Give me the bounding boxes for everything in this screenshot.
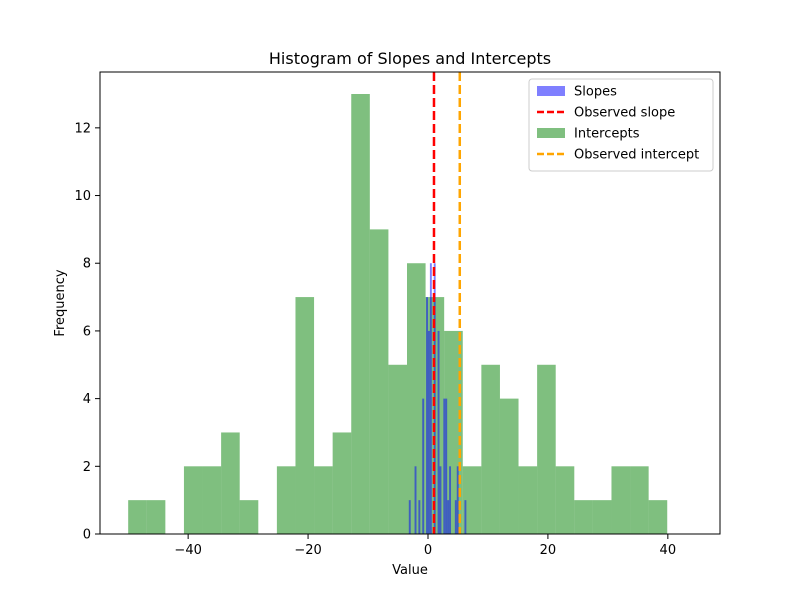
intercept-bar: [239, 500, 259, 534]
slope-bar: [443, 398, 446, 534]
slope-bar: [422, 398, 425, 534]
y-tick-label: 10: [74, 189, 91, 204]
slope-bar: [414, 466, 417, 534]
y-tick-label: 4: [83, 392, 91, 407]
intercept-bar: [295, 297, 315, 534]
x-axis-ticks: −40 −20 0 20 40: [174, 534, 676, 558]
y-tick-label: 2: [83, 460, 91, 475]
x-tick-label: 40: [660, 543, 677, 558]
intercept-bar: [202, 466, 222, 534]
legend-label-observed-slope: Observed slope: [574, 106, 675, 121]
slope-bar: [418, 500, 421, 534]
y-tick-label: 12: [74, 121, 91, 136]
intercept-bar: [146, 500, 166, 534]
intercept-bar: [518, 466, 538, 534]
x-tick-label: −40: [174, 543, 201, 558]
y-tick-label: 6: [83, 324, 91, 339]
intercept-bar: [499, 398, 519, 534]
slope-bar: [427, 330, 430, 534]
slope-bar: [437, 330, 440, 534]
legend: Slopes Observed slope Intercepts Observed i…: [528, 78, 714, 172]
slope-bar: [456, 466, 459, 534]
intercept-bar: [611, 466, 631, 534]
y-axis-ticks: 0 2 4 6 8 10 12: [74, 121, 100, 543]
legend-box: [528, 78, 714, 172]
intercept-bar: [592, 500, 612, 534]
plot-frame: [99, 71, 721, 535]
intercept-bar: [388, 364, 408, 534]
slope-bar: [464, 500, 467, 534]
x-axis-label: Value: [392, 563, 428, 578]
slope-bar: [447, 500, 450, 534]
intercept-bar: [537, 364, 556, 534]
legend-label-intercepts: Intercepts: [574, 127, 640, 142]
intercept-bar: [407, 263, 426, 534]
intercept-bar: [555, 466, 575, 534]
intercept-bar: [332, 432, 352, 534]
legend-swatch-slopes: [537, 86, 565, 96]
intercept-bar: [183, 466, 203, 534]
legend-swatch-intercepts: [537, 128, 565, 138]
slope-bar: [445, 398, 448, 534]
intercept-bar: [462, 466, 482, 534]
intercept-bar: [648, 500, 668, 534]
slope-bar: [439, 466, 442, 534]
legend-label-observed-intercept: Observed intercept: [574, 148, 699, 163]
intercept-bar: [351, 94, 370, 534]
legend-label-slopes: Slopes: [574, 85, 617, 100]
intercept-bar: [369, 229, 389, 534]
intercept-bar: [481, 364, 500, 534]
slope-bar: [449, 466, 452, 534]
x-tick-label: 0: [424, 543, 432, 558]
y-tick-label: 0: [83, 528, 91, 543]
intercept-bar: [128, 500, 147, 534]
x-tick-label: −20: [294, 543, 321, 558]
x-tick-label: 20: [540, 543, 557, 558]
slope-bar: [426, 297, 428, 534]
intercept-bar: [276, 466, 296, 534]
intercept-bar: [574, 500, 593, 534]
chart-title: Histogram of Slopes and Intercepts: [269, 49, 551, 68]
y-axis-label: Frequency: [53, 269, 68, 336]
intercept-bar: [314, 466, 333, 534]
intercept-bar: [221, 432, 240, 534]
intercept-bar: [630, 466, 649, 534]
observed-lines: [432, 72, 462, 534]
slope-bar: [429, 263, 432, 534]
y-tick-label: 8: [83, 257, 91, 272]
slope-bar: [408, 500, 411, 534]
slope-bar: [454, 500, 457, 534]
